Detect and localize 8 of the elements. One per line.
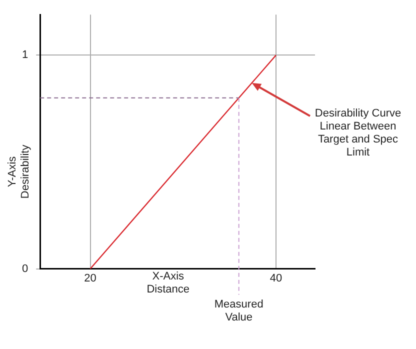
x-tick-label: 20 bbox=[84, 272, 96, 284]
annotation: Desirability Curve Linear Between Target and Spec Limit bbox=[314, 108, 402, 159]
y-axis-title: Y-Axis Desirability bbox=[6, 144, 32, 199]
y-tick-label: 1 bbox=[22, 49, 28, 62]
y-tick-label: 0 bbox=[22, 262, 28, 275]
ref-line-label: Measured Value bbox=[214, 298, 264, 324]
x-axis-title: X-Axis Distance bbox=[146, 270, 190, 296]
x-tick-label: 40 bbox=[270, 272, 282, 284]
